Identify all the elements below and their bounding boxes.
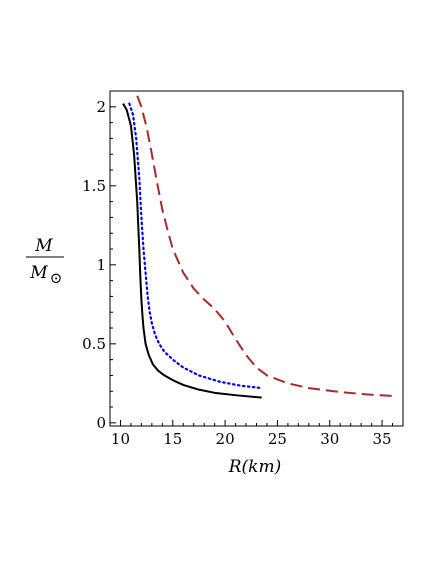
x-axis-label: R(km) (228, 457, 282, 477)
y-tick-label: 0 (96, 414, 106, 432)
x-tick-label: 25 (268, 430, 287, 448)
plot-frame (109, 90, 404, 427)
y-label-numerator: M (34, 236, 53, 256)
y-axis-label: M M ⊙ (26, 236, 64, 287)
y-tick-label: 2 (96, 98, 106, 116)
axis-ticks (109, 106, 404, 426)
series-line-solid (122, 103, 262, 399)
series-layer (122, 95, 393, 399)
y-label-denominator: M (29, 263, 48, 283)
x-tick-label: 35 (373, 430, 392, 448)
y-tick-label: 1 (96, 256, 106, 274)
x-tick-label: 20 (216, 430, 235, 448)
y-label-sun-symbol: ⊙ (50, 269, 63, 287)
x-tick-label: 15 (163, 430, 182, 448)
series-line-dotted (128, 102, 263, 390)
y-tick-label: 1.5 (82, 177, 106, 195)
tick-labels: 10 15 20 25 30 35 0 0.5 1 1.5 2 (82, 98, 391, 448)
y-tick-label: 0.5 (82, 335, 106, 353)
x-tick-label: 30 (320, 430, 339, 448)
x-tick-label: 10 (111, 430, 130, 448)
series-line-dashed (136, 95, 393, 397)
